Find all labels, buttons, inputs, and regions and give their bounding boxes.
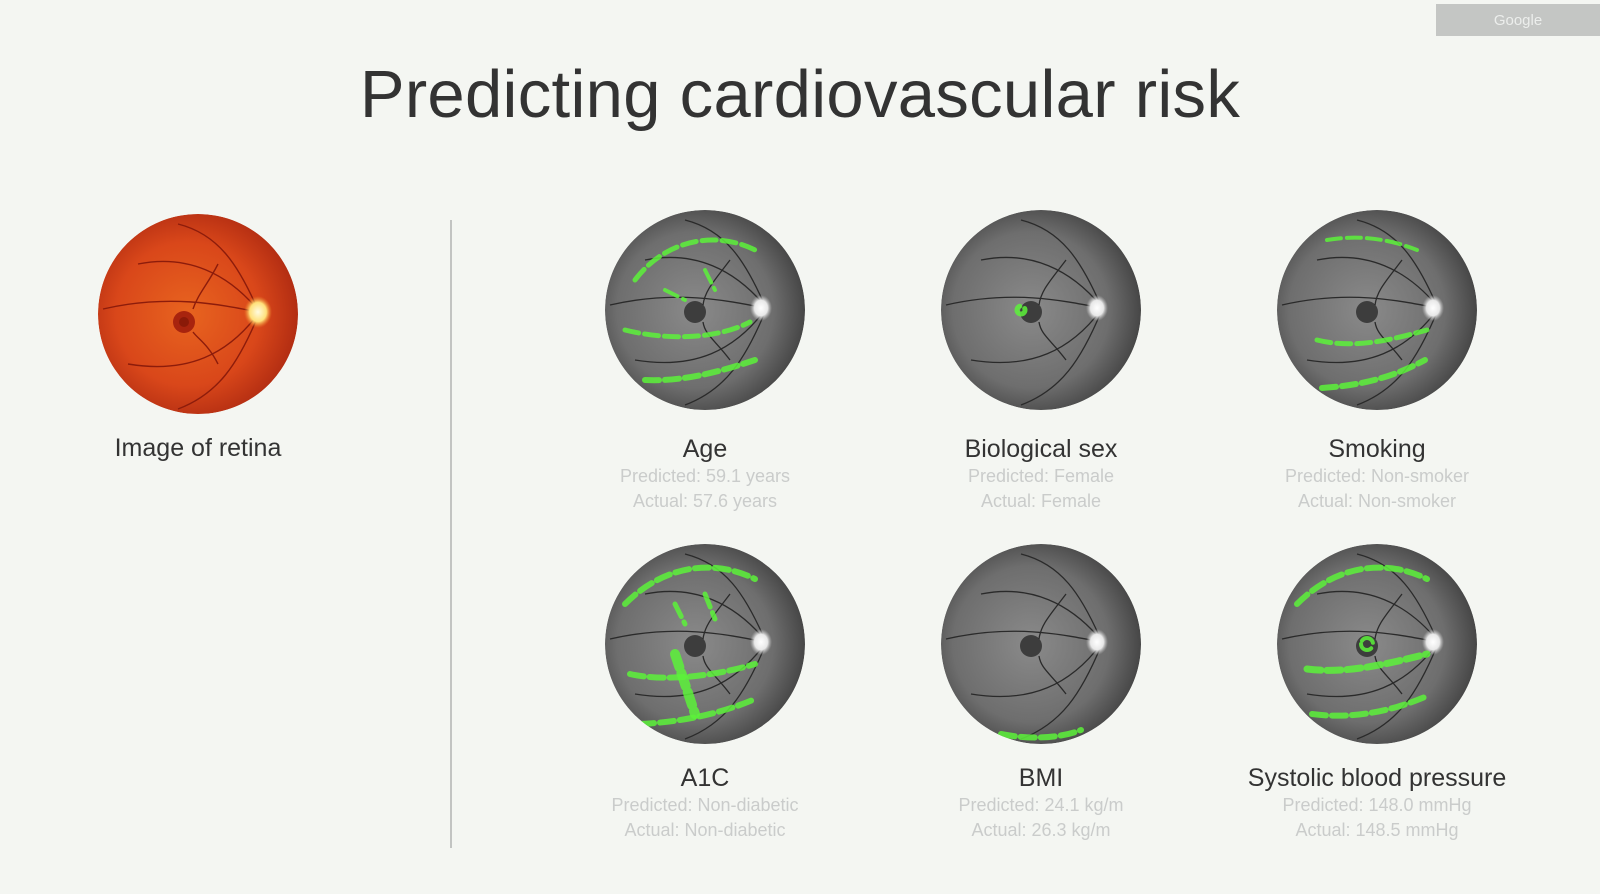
- heatmap-retina-sex-icon: [941, 210, 1141, 410]
- prediction-label: Age: [682, 435, 728, 463]
- heatmap-retina-age-icon: [605, 210, 805, 410]
- brand-logo: Google: [1436, 4, 1600, 36]
- actual-value: Actual: 26.3 kg/m: [971, 820, 1111, 840]
- predicted-value: Predicted: 148.0 mmHg: [1282, 795, 1472, 815]
- prediction-age: Age Predicted: 59.1 years Actual: 57.6 yea…: [535, 434, 875, 514]
- actual-value: Actual: Female: [980, 491, 1102, 511]
- original-label: Image of retina: [114, 434, 282, 462]
- heatmap-retina-bmi-icon: [941, 544, 1141, 744]
- predicted-value: Predicted: Non-smoker: [1284, 466, 1470, 486]
- prediction-smoking: Smoking Predicted: Non-smoker Actual: Non-…: [1207, 434, 1547, 514]
- prediction-label: Systolic blood pressure: [1247, 764, 1507, 792]
- prediction-a1c: A1C Predicted: Non-diabetic Actual: Non-di…: [535, 763, 875, 843]
- predicted-value: Predicted: 59.1 years: [619, 466, 791, 486]
- prediction-label: BMI: [1018, 764, 1064, 792]
- actual-value: Actual: Non-diabetic: [624, 820, 786, 840]
- heatmap-retina-sbp-icon: [1277, 544, 1477, 744]
- prediction-bmi: BMI Predicted: 24.1 kg/m Actual: 26.3 kg/m: [871, 763, 1211, 843]
- heatmap-retina-smoking-icon: [1277, 210, 1477, 410]
- prediction-label: A1C: [680, 764, 730, 792]
- actual-value: Actual: 57.6 years: [632, 491, 778, 511]
- predicted-value: Predicted: Non-diabetic: [611, 795, 799, 815]
- heatmap-retina-a1c-icon: [605, 544, 805, 744]
- retina-photo-icon: [98, 214, 298, 414]
- predicted-value: Predicted: 24.1 kg/m: [958, 795, 1124, 815]
- prediction-label: Smoking: [1328, 435, 1426, 463]
- prediction-label: Biological sex: [964, 435, 1118, 463]
- actual-value: Actual: 148.5 mmHg: [1295, 820, 1459, 840]
- predicted-value: Predicted: Female: [967, 466, 1115, 486]
- divider: [450, 220, 452, 848]
- prediction-sex: Biological sex Predicted: Female Actual: F…: [871, 434, 1211, 514]
- actual-value: Actual: Non-smoker: [1297, 491, 1457, 511]
- prediction-sbp: Systolic blood pressure Predicted: 148.0 …: [1207, 763, 1547, 843]
- page-title: Predicting cardiovascular risk: [359, 57, 1241, 132]
